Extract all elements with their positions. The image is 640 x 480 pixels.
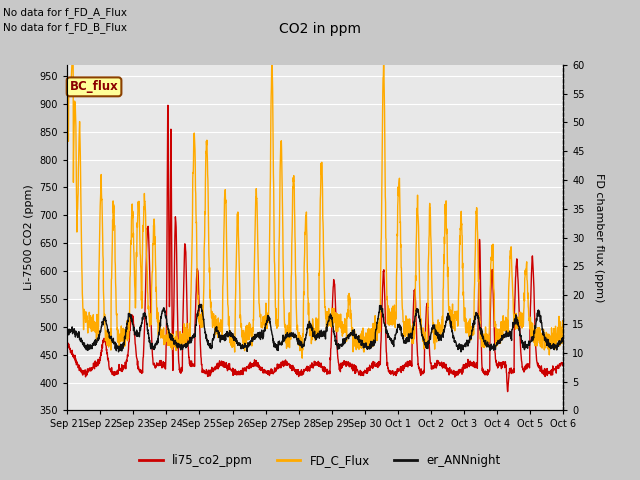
li75_co2_ppm — [292, 367, 300, 372]
li75_co2_ppm — [504, 389, 511, 395]
Text: No data for f_FD_A_Flux: No data for f_FD_A_Flux — [3, 7, 127, 18]
li75_co2_ppm — [545, 370, 553, 375]
li75_co2_ppm — [89, 365, 97, 371]
FD_C_Flux — [545, 342, 553, 348]
FD_C_Flux — [305, 312, 313, 318]
li75_co2_ppm — [164, 102, 172, 108]
er_ANNnight — [89, 341, 97, 347]
er_ANNnight — [559, 338, 567, 344]
li75_co2_ppm — [454, 370, 462, 375]
li75_co2_ppm — [63, 341, 71, 347]
Line: er_ANNnight: er_ANNnight — [67, 304, 563, 352]
er_ANNnight — [63, 329, 71, 335]
FD_C_Flux — [298, 355, 306, 361]
Line: FD_C_Flux: FD_C_Flux — [67, 65, 563, 358]
li75_co2_ppm — [559, 362, 567, 368]
li75_co2_ppm — [545, 371, 553, 376]
Line: li75_co2_ppm: li75_co2_ppm — [67, 105, 563, 392]
FD_C_Flux — [545, 352, 553, 358]
er_ANNnight — [196, 301, 204, 307]
FD_C_Flux — [292, 269, 300, 275]
er_ANNnight — [545, 341, 553, 347]
Text: CO2 in ppm: CO2 in ppm — [279, 22, 361, 36]
FD_C_Flux — [559, 325, 567, 331]
Y-axis label: FD chamber flux (ppm): FD chamber flux (ppm) — [594, 173, 604, 302]
Text: BC_flux: BC_flux — [70, 80, 118, 93]
Text: No data for f_FD_B_Flux: No data for f_FD_B_Flux — [3, 22, 127, 33]
er_ANNnight — [305, 324, 313, 329]
Y-axis label: Li-7500 CO2 (ppm): Li-7500 CO2 (ppm) — [24, 185, 34, 290]
er_ANNnight — [454, 345, 462, 350]
er_ANNnight — [292, 334, 300, 340]
Legend: li75_co2_ppm, FD_C_Flux, er_ANNnight: li75_co2_ppm, FD_C_Flux, er_ANNnight — [134, 449, 506, 472]
er_ANNnight — [115, 349, 122, 355]
er_ANNnight — [545, 344, 553, 350]
li75_co2_ppm — [305, 366, 312, 372]
FD_C_Flux — [63, 77, 71, 83]
FD_C_Flux — [68, 62, 76, 68]
FD_C_Flux — [89, 314, 97, 320]
FD_C_Flux — [454, 321, 462, 327]
